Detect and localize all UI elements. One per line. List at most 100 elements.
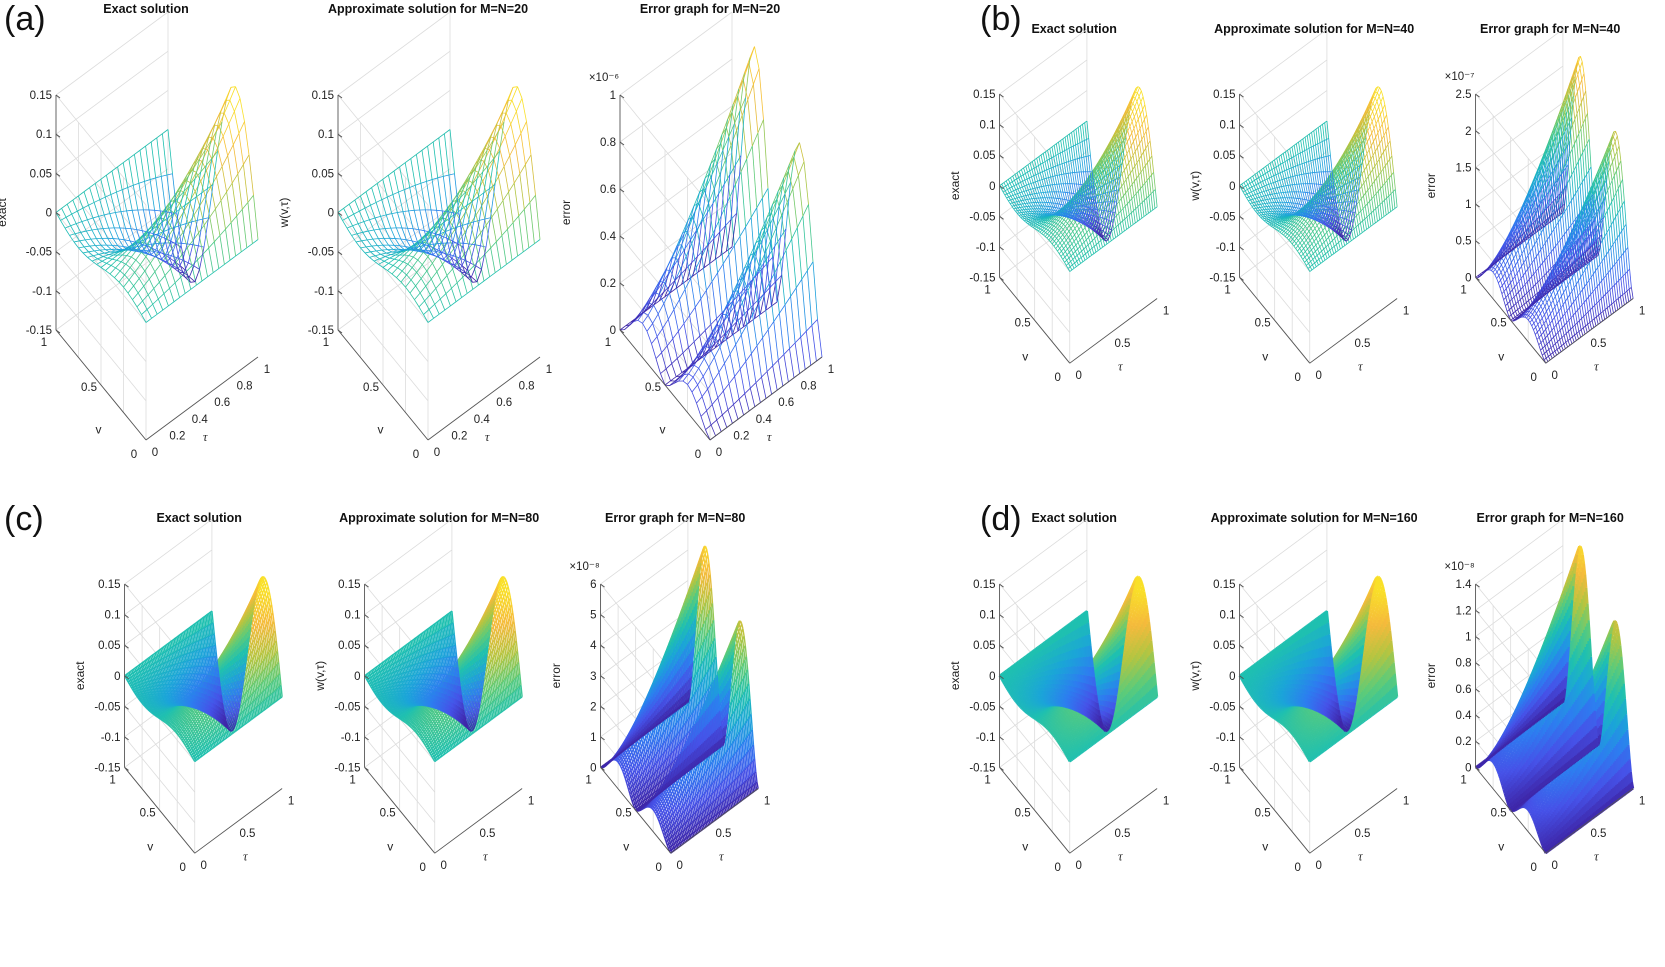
mesh-segment [675,244,683,259]
plot-title: Exact solution [1031,22,1116,36]
mesh-segment [667,319,674,339]
mesh-segment [1053,223,1057,227]
mesh-segment [418,229,425,232]
mesh-segment [1062,253,1066,258]
mesh-segment [143,278,150,287]
mesh-segment [1054,228,1058,232]
mesh-segment [1081,241,1085,245]
mesh-segment [720,225,726,256]
mesh-segment [1055,243,1059,247]
mesh-segment [729,292,735,313]
mesh-segment [447,211,453,241]
mesh-segment [388,244,394,250]
mesh-segment [1056,219,1059,221]
mesh-segment [183,184,190,192]
mesh-segment [747,280,753,311]
mesh-segment [416,272,422,279]
mesh-segment [741,288,748,317]
mesh-segment [221,155,229,167]
mesh-segment [1082,255,1086,261]
mesh-segment [703,263,710,269]
mesh-segment [116,259,122,263]
mesh-segment [465,262,471,273]
mesh-segment [656,277,662,291]
mesh-segment [729,344,737,355]
mesh-segment [489,149,495,160]
mesh-segment [432,141,439,178]
mesh-segment [1140,96,1144,102]
mesh-segment [153,288,159,300]
mesh-segment [123,286,129,294]
mesh-segment [204,133,211,151]
mesh-segment [97,228,103,239]
mesh-segment [733,398,740,405]
mesh-segment [1074,234,1077,239]
mesh-segment [716,312,723,319]
z-tick-mark [55,172,61,177]
mesh-segment [753,84,759,133]
mesh-segment [380,253,386,257]
mesh-segment [808,204,814,262]
mesh-segment [708,188,715,204]
mesh-segment [689,205,695,223]
mesh-segment [1034,225,1038,228]
v-tick-label: 1 [323,337,329,349]
mesh-segment [775,275,782,282]
mesh-segment [435,288,441,300]
mesh-segment [1098,242,1101,249]
mesh-segment [1071,219,1074,223]
mesh-segment [100,263,107,268]
z-tick-label: 0.8 [600,137,616,149]
plot-title: Error graph for M=N=20 [640,2,780,16]
mesh-segment [665,363,672,370]
mesh-segment [1045,232,1048,235]
mesh-segment [221,99,227,122]
mesh-segment [691,384,698,393]
mesh-segment [663,274,669,293]
mesh-segment [171,192,177,201]
mesh-segment [1124,216,1128,220]
mesh-segment [133,249,138,252]
mesh-segment [721,312,727,340]
mesh-segment [1021,209,1024,213]
mesh-segment [161,253,167,260]
mesh-segment [407,256,414,265]
mesh-segment [660,373,666,386]
mesh-segment [84,239,91,247]
mesh-segment [795,279,803,289]
mesh-segment [1067,248,1070,253]
mesh-segment [723,390,729,410]
mesh-segment [1031,167,1035,170]
mesh-segment [1030,189,1033,195]
mesh-segment [1041,231,1045,234]
mesh-segment [750,207,758,218]
mesh-segment [1050,241,1053,245]
mesh-segment [100,267,106,271]
mesh-segment [388,258,395,264]
mesh-segment [1134,147,1138,152]
mesh-segment [408,210,414,229]
mesh-segment [493,159,499,177]
mesh-segment [154,209,161,212]
mesh-segment [1138,101,1142,108]
mesh-segment [219,228,226,236]
mesh-segment [372,238,378,246]
mesh-segment [740,334,747,362]
z-tick-mark [55,212,61,216]
mesh-segment [229,255,236,261]
mesh-segment [670,270,676,282]
mesh-segment [1008,196,1011,201]
mesh-segment [1014,194,1018,199]
mesh-segment [1081,251,1084,256]
mesh-segment [790,150,796,183]
mesh-segment [1052,234,1056,237]
mesh-segment [118,238,124,247]
mesh-segment [1040,210,1044,214]
mesh-segment [66,204,73,215]
mesh-segment [177,183,184,198]
mesh-segment [405,279,412,288]
mesh-segment [241,202,249,210]
mesh-segment [704,330,711,352]
mesh-segment [70,225,76,234]
mesh-segment [1072,253,1076,258]
